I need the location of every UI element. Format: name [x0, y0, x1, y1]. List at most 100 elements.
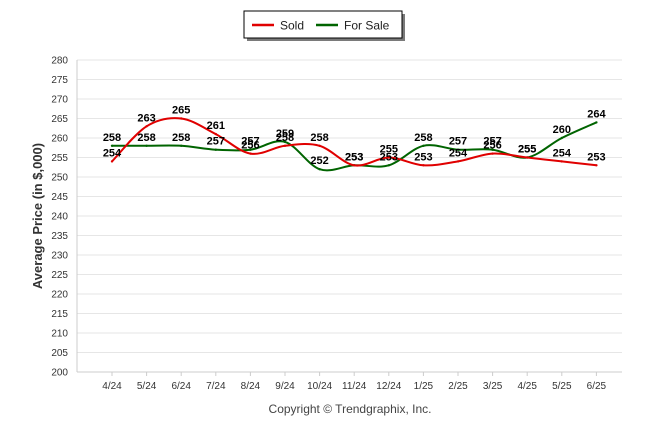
- x-tick-label: 5/24: [137, 381, 157, 392]
- data-point: [595, 121, 598, 124]
- data-label: 258: [414, 132, 432, 144]
- data-label: 255: [518, 144, 536, 156]
- x-tick-label: 6/25: [587, 381, 607, 392]
- data-label: 254: [449, 147, 468, 159]
- y-tick-label: 220: [51, 290, 68, 301]
- grid: [76, 59, 622, 376]
- legend-label: For Sale: [344, 19, 390, 33]
- data-point: [110, 144, 114, 147]
- data-label: 254: [103, 147, 122, 159]
- x-tick-label: 1/25: [414, 381, 434, 392]
- legend-item-1: For Sale: [316, 19, 390, 33]
- data-label: 257: [449, 136, 467, 148]
- data-point: [318, 144, 321, 147]
- data-label: 261: [207, 120, 225, 132]
- data-label: 265: [172, 105, 190, 117]
- x-tick-labels: 4/24 5/24 6/24 7/24 8/24 9/24 10/24 11/24 12/24 1…: [102, 381, 606, 392]
- y-tick-label: 235: [51, 231, 68, 242]
- data-label: 252: [310, 155, 328, 167]
- data-point: [110, 160, 114, 163]
- x-tick-label: 7/24: [206, 381, 226, 392]
- x-tick-label: 12/24: [376, 381, 401, 392]
- data-point: [145, 125, 148, 128]
- data-point: [214, 132, 217, 136]
- x-tick-label: 2/25: [448, 381, 468, 392]
- data-point: [249, 152, 252, 155]
- y-axis-title: Average Price (in $,000): [30, 143, 45, 289]
- data-point: [422, 164, 425, 167]
- y-tick-label: 280: [51, 56, 68, 67]
- data-label: 258: [103, 132, 121, 144]
- data-point: [456, 148, 460, 151]
- data-label: 255: [518, 144, 536, 156]
- y-tick-label: 255: [51, 153, 68, 164]
- y-tick-label: 240: [51, 212, 68, 223]
- data-label: 257: [207, 136, 225, 148]
- legend: Sold For Sale: [243, 10, 405, 41]
- data-label: 259: [276, 128, 294, 140]
- y-tick-label: 215: [51, 309, 68, 320]
- x-tick-label: 4/24: [102, 381, 122, 392]
- data-point: [214, 148, 217, 151]
- series-lines: [110, 117, 598, 172]
- data-label: 253: [345, 151, 363, 163]
- data-point: [387, 156, 390, 159]
- data-point: [491, 148, 494, 151]
- x-tick-label: 10/24: [307, 381, 332, 392]
- data-point: [422, 144, 425, 147]
- x-tick-label: 5/25: [552, 381, 572, 392]
- y-tick-label: 230: [51, 251, 68, 262]
- y-tick-label: 205: [51, 348, 68, 359]
- data-point: [145, 144, 148, 147]
- legend-label: Sold: [280, 19, 304, 33]
- x-tick-label: 4/25: [517, 381, 537, 392]
- legend-item-0: Sold: [252, 19, 304, 33]
- x-tick-label: 9/24: [275, 381, 295, 392]
- data-label: 258: [276, 132, 294, 144]
- data-point: [456, 160, 460, 163]
- data-point: [387, 164, 390, 167]
- data-point: [560, 136, 563, 140]
- copyright-text: Copyright © Trendgraphix, Inc.: [269, 402, 432, 416]
- data-label: 255: [380, 144, 398, 156]
- x-tick-label: 8/24: [241, 381, 261, 392]
- data-point: [283, 144, 287, 147]
- data-label: 257: [483, 136, 501, 148]
- data-point: [595, 164, 598, 167]
- x-tick-label: 6/24: [171, 381, 191, 392]
- data-point: [526, 156, 529, 159]
- data-label: 258: [137, 132, 155, 144]
- y-tick-label: 270: [51, 95, 68, 106]
- data-label: 260: [553, 124, 571, 136]
- data-point: [180, 117, 183, 120]
- data-label: 256: [241, 140, 259, 152]
- data-label: 253: [380, 151, 398, 163]
- data-point: [180, 144, 183, 147]
- data-label: 263: [137, 112, 155, 124]
- data-label: 264: [587, 108, 606, 120]
- data-label: 253: [587, 151, 605, 163]
- y-tick-label: 200: [51, 368, 68, 379]
- data-point: [560, 160, 563, 163]
- data-point: [491, 152, 494, 155]
- data-point: [353, 164, 356, 167]
- data-label: 253: [345, 151, 363, 163]
- y-tick-label: 210: [51, 329, 68, 340]
- data-label: 258: [310, 132, 328, 144]
- y-tick-label: 225: [51, 270, 68, 281]
- data-label: 253: [414, 151, 432, 163]
- x-tick-label: 11/24: [342, 381, 367, 392]
- data-label: 257: [241, 136, 259, 148]
- y-tick-label: 245: [51, 192, 68, 203]
- data-point: [249, 148, 252, 151]
- y-tick-label: 250: [51, 173, 68, 184]
- y-tick-labels: 200 205 210 215 220 225 230 235 240 245 250 255 260 2…: [51, 56, 68, 379]
- data-label: 256: [483, 140, 501, 152]
- y-tick-label: 275: [51, 75, 68, 86]
- y-tick-label: 265: [51, 114, 68, 125]
- y-tick-label: 260: [51, 134, 68, 145]
- data-label: 258: [172, 132, 190, 144]
- x-tick-label: 3/25: [483, 381, 503, 392]
